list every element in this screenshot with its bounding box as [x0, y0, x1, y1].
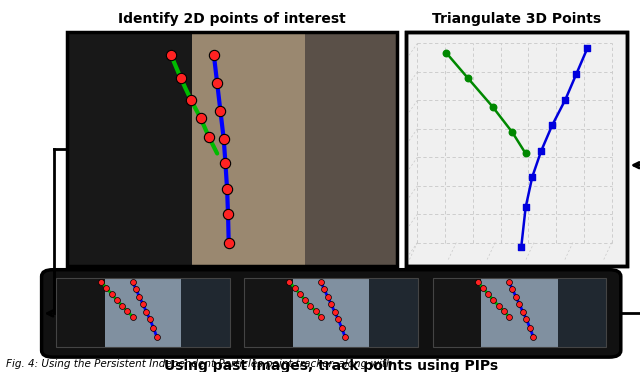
FancyBboxPatch shape	[42, 270, 621, 357]
Point	[196, 115, 206, 121]
Point	[223, 211, 233, 217]
Point	[209, 52, 219, 58]
Point	[527, 174, 538, 180]
Point	[138, 301, 148, 307]
Point	[316, 314, 326, 320]
Bar	[244, 278, 418, 347]
Point	[101, 285, 111, 291]
Point	[295, 291, 305, 297]
Point	[520, 151, 531, 157]
Point	[176, 76, 186, 81]
Bar	[406, 32, 627, 266]
Bar	[56, 278, 230, 347]
Point	[340, 334, 350, 340]
Text: Triangulate 3D Points: Triangulate 3D Points	[432, 12, 602, 26]
Text: Using past images, track points using PIPs: Using past images, track points using PI…	[164, 359, 499, 372]
Point	[326, 301, 337, 307]
Point	[511, 294, 521, 300]
Bar	[293, 278, 369, 347]
Point	[520, 204, 531, 210]
Point	[152, 334, 162, 340]
Point	[289, 285, 300, 291]
Point	[441, 50, 451, 56]
Point	[148, 324, 159, 330]
Bar	[67, 32, 397, 266]
Point	[337, 324, 347, 330]
Point	[319, 286, 330, 292]
Bar	[244, 278, 293, 347]
Point	[330, 309, 340, 315]
Point	[516, 244, 526, 250]
Bar	[181, 278, 230, 347]
Text: Identify 2D points of interest: Identify 2D points of interest	[118, 12, 346, 26]
Bar	[369, 278, 418, 347]
Text: Fig. 4: Using the Persistent Independent Particles point tracker, along with: Fig. 4: Using the Persistent Independent…	[6, 359, 393, 369]
Point	[528, 334, 538, 340]
Point	[212, 80, 222, 86]
Point	[141, 309, 152, 315]
Point	[127, 279, 138, 285]
Point	[204, 134, 214, 140]
Point	[305, 303, 316, 309]
Point	[582, 45, 593, 51]
Point	[572, 71, 582, 77]
Point	[499, 308, 509, 314]
Bar	[557, 278, 606, 347]
Point	[478, 285, 488, 291]
Point	[504, 279, 514, 285]
Point	[310, 308, 321, 314]
Point	[117, 303, 127, 309]
Bar	[67, 32, 397, 266]
Point	[333, 316, 343, 322]
Bar	[305, 32, 397, 266]
Point	[472, 279, 483, 285]
Point	[166, 52, 176, 58]
Point	[463, 76, 474, 81]
Point	[536, 148, 546, 154]
Point	[96, 279, 106, 285]
Bar	[481, 278, 557, 347]
Bar	[433, 278, 481, 347]
Point	[508, 129, 518, 135]
Point	[134, 294, 145, 300]
Point	[223, 240, 234, 246]
Bar	[193, 32, 305, 266]
Point	[547, 122, 557, 128]
Point	[284, 279, 294, 285]
Point	[504, 314, 514, 320]
Point	[220, 160, 230, 166]
Point	[186, 97, 196, 103]
Point	[127, 314, 138, 320]
Bar	[105, 278, 181, 347]
Point	[215, 108, 225, 114]
Point	[560, 97, 570, 103]
Point	[131, 286, 141, 292]
Bar	[244, 278, 418, 347]
Point	[145, 316, 155, 322]
Point	[525, 324, 535, 330]
Point	[122, 308, 132, 314]
Point	[521, 316, 531, 322]
Point	[508, 286, 518, 292]
Point	[515, 301, 525, 307]
Point	[112, 297, 122, 303]
Bar	[433, 278, 606, 347]
Point	[488, 104, 498, 110]
Bar	[406, 32, 627, 266]
Bar	[433, 278, 606, 347]
Point	[518, 309, 528, 315]
Point	[493, 303, 504, 309]
Point	[488, 297, 499, 303]
Point	[316, 279, 326, 285]
Point	[483, 291, 493, 297]
Point	[219, 137, 229, 142]
Point	[107, 291, 117, 297]
Point	[300, 297, 310, 303]
Bar	[56, 278, 230, 347]
Point	[323, 294, 333, 300]
Point	[222, 186, 232, 192]
Bar	[56, 278, 105, 347]
